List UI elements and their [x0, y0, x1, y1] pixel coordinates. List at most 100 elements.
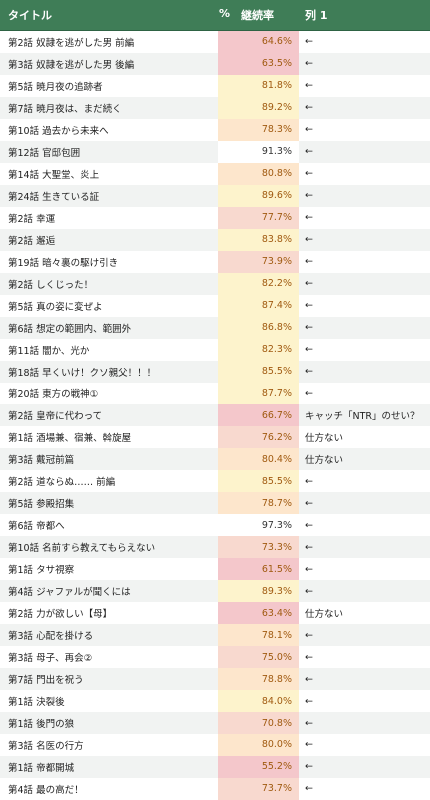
note-cell[interactable]: 仕方ない: [299, 426, 430, 449]
title-cell[interactable]: 第2話 しくじった！: [0, 272, 218, 295]
rate-cell[interactable]: 87.7%: [218, 382, 299, 405]
title-cell[interactable]: 第1話 酒場兼、宿兼、斡旋屋: [0, 426, 218, 449]
table-row[interactable]: 第2話 皇帝に代わって 66.7% キャッチ「NTR」のせい？: [0, 404, 430, 427]
note-cell[interactable]: 仕方ない: [299, 602, 430, 625]
note-cell[interactable]: ←: [299, 536, 430, 559]
table-row[interactable]: 第2話 邂逅 83.8% ←: [0, 228, 430, 251]
rate-cell[interactable]: 82.2%: [218, 272, 299, 295]
table-row[interactable]: 第3話 奴隷を逃がした男 後編 63.5% ←: [0, 52, 430, 75]
note-cell[interactable]: ←: [299, 272, 430, 295]
title-cell[interactable]: 第11話 闇か、光か: [0, 338, 218, 361]
table-row[interactable]: 第1話 タサ視察 61.5% ←: [0, 558, 430, 581]
table-row[interactable]: 第2話 奴隷を逃がした男 前編 64.6% ←: [0, 31, 430, 53]
title-cell[interactable]: 第1話 決裂後: [0, 690, 218, 713]
table-row[interactable]: 第5話 暁月夜の追跡者 81.8% ←: [0, 74, 430, 97]
table-row[interactable]: 第10話 名前すら教えてもらえない 73.3% ←: [0, 536, 430, 559]
table-row[interactable]: 第3話 名医の行方 80.0% ←: [0, 734, 430, 756]
rate-cell[interactable]: 83.8%: [218, 228, 299, 251]
note-cell[interactable]: ←: [299, 96, 430, 119]
note-cell[interactable]: ←: [299, 558, 430, 581]
rate-cell[interactable]: 78.8%: [218, 668, 299, 691]
rate-cell[interactable]: 78.7%: [218, 492, 299, 515]
title-cell[interactable]: 第3話 奴隷を逃がした男 後編: [0, 52, 218, 75]
rate-cell[interactable]: 63.4%: [218, 602, 299, 625]
title-cell[interactable]: 第24話 生きている証: [0, 184, 218, 207]
header-col1[interactable]: 列 1: [305, 9, 328, 22]
table-row[interactable]: 第4話 ジャファルが聞くには 89.3% ←: [0, 580, 430, 603]
note-cell[interactable]: ←: [299, 184, 430, 207]
rate-cell[interactable]: 76.2%: [218, 426, 299, 449]
table-row[interactable]: 第5話 参殿招集 78.7% ←: [0, 492, 430, 515]
rate-cell[interactable]: 80.8%: [218, 162, 299, 185]
note-cell[interactable]: ←: [299, 734, 430, 756]
note-cell[interactable]: ←: [299, 712, 430, 734]
title-cell[interactable]: 第20話 東方の戦神①: [0, 382, 218, 405]
title-cell[interactable]: 第2話 邂逅: [0, 228, 218, 251]
note-cell[interactable]: キャッチ「NTR」のせい？: [299, 404, 430, 427]
table-row[interactable]: 第2話 幸運 77.7% ←: [0, 206, 430, 229]
rate-cell[interactable]: 77.7%: [218, 206, 299, 229]
title-cell[interactable]: 第1話 後門の狼: [0, 712, 218, 734]
table-row[interactable]: 第1話 帝都開城 55.2% ←: [0, 755, 430, 778]
rate-cell[interactable]: 66.7%: [218, 404, 299, 427]
table-row[interactable]: 第19話 暗々裏の駆け引き 73.9% ←: [0, 250, 430, 273]
rate-cell[interactable]: 55.2%: [218, 755, 299, 778]
title-cell[interactable]: 第3話 戴冠前篇: [0, 448, 218, 471]
note-cell[interactable]: ←: [299, 514, 430, 537]
note-cell[interactable]: ←: [299, 668, 430, 691]
title-cell[interactable]: 第2話 幸運: [0, 206, 218, 229]
title-cell[interactable]: 第14話 大聖堂、炎上: [0, 162, 218, 185]
rate-cell[interactable]: 80.0%: [218, 734, 299, 756]
rate-cell[interactable]: 85.5%: [218, 360, 299, 383]
title-cell[interactable]: 第12話 官邸包囲: [0, 140, 218, 163]
note-cell[interactable]: ←: [299, 755, 430, 778]
rate-cell[interactable]: 61.5%: [218, 558, 299, 581]
rate-cell[interactable]: 97.3%: [218, 514, 299, 537]
note-cell[interactable]: ←: [299, 74, 430, 97]
title-cell[interactable]: 第1話 帝都開城: [0, 755, 218, 778]
title-cell[interactable]: 第2話 道ならぬ…… 前編: [0, 470, 218, 493]
rate-cell[interactable]: 73.3%: [218, 536, 299, 559]
note-cell[interactable]: ←: [299, 31, 430, 53]
rate-cell[interactable]: 80.4%: [218, 448, 299, 471]
table-row[interactable]: 第7話 門出を祝う 78.8% ←: [0, 668, 430, 691]
note-cell[interactable]: ←: [299, 316, 430, 339]
title-cell[interactable]: 第1話 タサ視察: [0, 558, 218, 581]
note-cell[interactable]: ←: [299, 690, 430, 713]
table-row[interactable]: 第4話 最の高だ！ 73.7% ←: [0, 777, 430, 800]
table-row[interactable]: 第1話 決裂後 84.0% ←: [0, 690, 430, 713]
title-cell[interactable]: 第2話 皇帝に代わって: [0, 404, 218, 427]
title-cell[interactable]: 第6話 想定の範囲内、範囲外: [0, 316, 218, 339]
rate-cell[interactable]: 75.0%: [218, 646, 299, 669]
table-row[interactable]: 第6話 想定の範囲内、範囲外 86.8% ←: [0, 316, 430, 339]
title-cell[interactable]: 第4話 最の高だ！: [0, 777, 218, 800]
title-cell[interactable]: 第18話 早くいけ！クソ親父！！！: [0, 360, 218, 383]
table-row[interactable]: 第6話 帝都へ 97.3% ←: [0, 514, 430, 537]
note-cell[interactable]: ←: [299, 492, 430, 515]
note-cell[interactable]: 仕方ない: [299, 448, 430, 471]
title-cell[interactable]: 第10話 名前すら教えてもらえない: [0, 536, 218, 559]
note-cell[interactable]: ←: [299, 140, 430, 163]
rate-cell[interactable]: 78.1%: [218, 624, 299, 647]
title-cell[interactable]: 第2話 奴隷を逃がした男 前編: [0, 31, 218, 53]
note-cell[interactable]: ←: [299, 52, 430, 75]
title-cell[interactable]: 第6話 帝都へ: [0, 514, 218, 537]
title-cell[interactable]: 第3話 心配を掛ける: [0, 624, 218, 647]
title-cell[interactable]: 第5話 参殿招集: [0, 492, 218, 515]
note-cell[interactable]: ←: [299, 338, 430, 361]
table-row[interactable]: 第3話 母子、再会② 75.0% ←: [0, 646, 430, 669]
rate-cell[interactable]: 91.3%: [218, 140, 299, 163]
table-row[interactable]: 第2話 しくじった！ 82.2% ←: [0, 272, 430, 295]
rate-cell[interactable]: 73.7%: [218, 777, 299, 800]
rate-cell[interactable]: 78.3%: [218, 118, 299, 141]
table-row[interactable]: 第2話 道ならぬ…… 前編 85.5% ←: [0, 470, 430, 493]
title-cell[interactable]: 第3話 母子、再会②: [0, 646, 218, 669]
rate-cell[interactable]: 89.3%: [218, 580, 299, 603]
title-cell[interactable]: 第7話 門出を祝う: [0, 668, 218, 691]
rate-cell[interactable]: 84.0%: [218, 690, 299, 713]
table-row[interactable]: 第1話 後門の狼 70.8% ←: [0, 712, 430, 734]
table-row[interactable]: 第11話 闇か、光か 82.3% ←: [0, 338, 430, 361]
rate-cell[interactable]: 70.8%: [218, 712, 299, 734]
header-rate[interactable]: % 継続率: [211, 7, 299, 23]
note-cell[interactable]: ←: [299, 470, 430, 493]
